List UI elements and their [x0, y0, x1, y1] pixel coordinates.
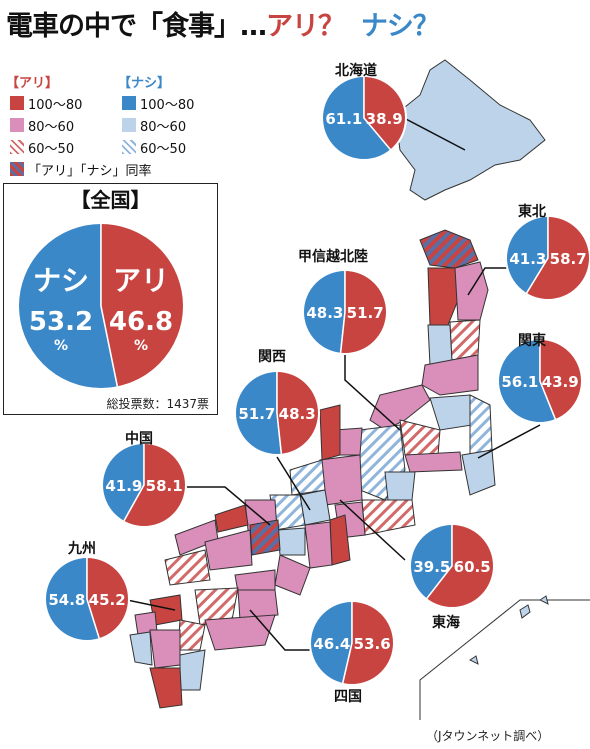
- pie-label-yes-7: 45.2: [89, 591, 126, 609]
- legend-no-header: 【ナシ】: [118, 76, 171, 91]
- chart-title: 電車の中で「食事」…アリ？ ナシ？: [6, 4, 440, 43]
- map-chiba: [461, 449, 496, 496]
- map-tokushima: [237, 589, 279, 621]
- map-yamaguchi: [164, 549, 211, 586]
- region-label-kanto: 関東: [518, 333, 546, 349]
- map-kochi: [204, 614, 276, 651]
- legend-yes-swatch-strong: [10, 96, 24, 110]
- national-no-value: 53.2: [29, 307, 93, 337]
- pie-label-no-2: 41.3: [509, 250, 546, 268]
- pie-outline-5: [234, 370, 320, 456]
- pie-label-yes-3: 51.7: [347, 304, 384, 322]
- legend-yes-swatch-hatch: [10, 140, 24, 154]
- pie-outline-8: [409, 523, 495, 609]
- region-label-hokkaido: 北海道: [335, 63, 377, 79]
- map-aomori: [419, 229, 479, 269]
- pie-label-yes-1: 38.9: [366, 110, 403, 128]
- region-label-chugoku: 中国: [125, 431, 153, 447]
- national-no-unit: %: [54, 338, 68, 354]
- legend-yes-swatch-mid: [10, 118, 24, 132]
- map-hiroshima: [204, 529, 253, 571]
- pie-outline-7: [44, 556, 130, 642]
- map-okinawa: [469, 595, 549, 665]
- pie-outline-0: [17, 222, 185, 390]
- national-yes-unit: %: [134, 338, 148, 354]
- region-label-tokai: 東海: [432, 615, 460, 631]
- pie-label-yes-5: 48.3: [279, 405, 316, 423]
- map-niigata: [369, 384, 431, 431]
- pie-outline-4: [497, 338, 583, 424]
- legend-no-swatch-mid: [122, 118, 136, 132]
- legend-yes-label-1: 100〜80: [28, 98, 83, 113]
- legend-no-label-2: 80〜60: [140, 120, 187, 135]
- source-note: （Jタウンネット調べ）: [426, 729, 550, 743]
- pie-label-yes-6: 58.1: [146, 477, 183, 495]
- map-hokkaido: [394, 59, 546, 201]
- pie-label-no-5: 51.7: [238, 405, 275, 423]
- pie-label-no-9: 46.4: [313, 635, 350, 653]
- region-label-koshinetsu: 甲信越北陸: [298, 249, 368, 265]
- map-tottori: [214, 504, 249, 533]
- pie-label-yes-8: 60.5: [454, 558, 491, 576]
- legend-no-swatch-hatch: [122, 140, 136, 154]
- pie-label-no-4: 56.1: [501, 373, 538, 391]
- legend-yes-label-2: 80〜60: [28, 120, 75, 135]
- map-akita: [427, 267, 459, 326]
- map-fukushima: [421, 354, 479, 396]
- pie-label-yes-9: 53.6: [354, 635, 391, 653]
- region-label-tohoku: 東北: [518, 204, 546, 220]
- map-saitama: [404, 451, 463, 473]
- pie-outline-2: [505, 215, 590, 301]
- pie-outline-3: [302, 269, 388, 355]
- national-title: 【全国】: [70, 188, 151, 212]
- pie-label-no-6: 41.9: [105, 477, 142, 495]
- legend-yes-label-3: 60〜50: [28, 142, 75, 157]
- pie-label-no-8: 39.5: [413, 558, 450, 576]
- pie-outline-9: [309, 600, 395, 686]
- pie-label-yes-4: 43.9: [542, 373, 579, 391]
- map-nara: [304, 521, 333, 569]
- map-nagasaki: [129, 631, 153, 666]
- legend-no-label-1: 100〜80: [140, 98, 195, 113]
- pie-outline-1: [321, 75, 407, 161]
- region-label-shikoku: 四国: [334, 689, 362, 705]
- map-ishikawa: [319, 404, 341, 461]
- pie-label-no-1: 61.1: [325, 110, 362, 128]
- national-total-votes: 総投票数：1437票: [106, 397, 209, 411]
- map-wakayama: [274, 554, 311, 596]
- national-yes-label: アリ: [113, 264, 169, 297]
- legend-no-label-3: 60〜50: [140, 142, 187, 157]
- legend-tie-swatch: [10, 162, 24, 176]
- pie-outline-6: [101, 442, 187, 528]
- legend-yes-header: 【アリ】: [6, 76, 59, 91]
- legend-tie-label: 「アリ」「ナシ」同率: [28, 164, 152, 179]
- region-label-kansai: 関西: [258, 349, 286, 365]
- pie-label-no-3: 48.3: [306, 304, 343, 322]
- national-yes-value: 46.8: [109, 307, 173, 337]
- leader-lines: [126, 117, 541, 651]
- pie-label-yes-2: 58.7: [550, 250, 587, 268]
- region-label-kyushu: 九州: [68, 541, 96, 557]
- map-kagoshima: [149, 667, 183, 709]
- pie-slice-yes-0: [100, 222, 185, 389]
- okinawa-inset-frame: [419, 599, 590, 720]
- national-no-label: ナシ: [33, 264, 89, 297]
- title-yes: アリ？: [266, 11, 345, 42]
- title-no: ナシ？: [360, 11, 440, 42]
- pie-label-no-7: 54.8: [48, 591, 85, 609]
- title-main: 電車の中で「食事」…: [6, 11, 267, 42]
- legend-no-swatch-strong: [122, 96, 136, 110]
